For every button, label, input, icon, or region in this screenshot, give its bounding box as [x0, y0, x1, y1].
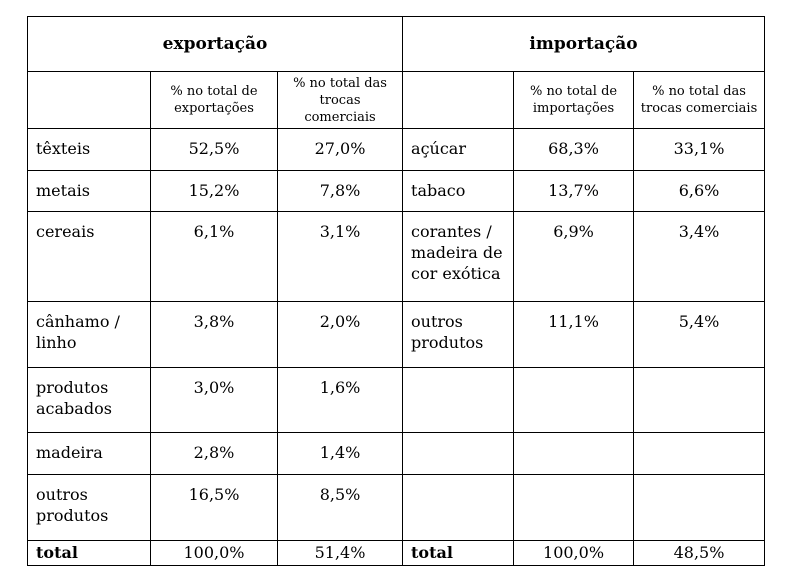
- import-pct-total: [513, 366, 635, 434]
- header-exportacao: exportação: [26, 16, 404, 72]
- import-pct-total: [513, 432, 635, 475]
- group-header-row: exportação importação: [26, 16, 766, 72]
- table-row: madeira 2,8% 1,4%: [27, 432, 766, 475]
- table-row: produtos acabados 3,0% 1,6%: [27, 366, 766, 434]
- export-total-pct-total: 100,0%: [150, 539, 278, 567]
- export-label: madeira: [27, 432, 151, 475]
- import-label: tabaco: [402, 169, 515, 212]
- export-label: outros produtos: [27, 473, 151, 541]
- export-label: produtos acabados: [27, 366, 151, 434]
- import-label: [402, 473, 515, 541]
- export-pct-trocas: 7,8%: [276, 169, 404, 212]
- import-label: [402, 432, 515, 475]
- import-label: [402, 366, 515, 434]
- export-total-pct-trocas: 51,4%: [276, 539, 404, 567]
- header-blank-export: [27, 71, 151, 129]
- import-total-label: total: [402, 539, 515, 567]
- export-pct-trocas: 2,0%: [276, 300, 404, 368]
- export-pct-trocas: 1,6%: [276, 366, 404, 434]
- import-pct-trocas: 33,1%: [633, 128, 766, 171]
- import-pct-trocas: [633, 473, 766, 541]
- trade-table-container: exportação importação % no total de expo…: [26, 16, 766, 567]
- import-pct-trocas: 3,4%: [633, 211, 766, 302]
- import-label: outros produtos: [402, 300, 515, 368]
- sub-header-row: % no total de exportações % no total das…: [27, 71, 766, 129]
- export-pct-total: 6,1%: [150, 211, 278, 302]
- import-total-pct-total: 100,0%: [513, 539, 635, 567]
- export-pct-total: 3,8%: [150, 300, 278, 368]
- export-pct-trocas: 3,1%: [276, 211, 404, 302]
- table-row: metais 15,2% 7,8% tabaco 13,7% 6,6%: [27, 169, 766, 212]
- import-label: corantes / madeira de cor exótica: [402, 211, 515, 302]
- export-total-label: total: [27, 539, 151, 567]
- header-imp-pct-trocas: % no total das trocas comerciais: [633, 71, 766, 129]
- header-exp-pct-total: % no total de exportações: [150, 71, 278, 129]
- import-pct-total: 11,1%: [513, 300, 635, 368]
- import-total-pct-trocas: 48,5%: [633, 539, 766, 567]
- export-label: cânhamo / linho: [27, 300, 151, 368]
- export-pct-total: 2,8%: [150, 432, 278, 475]
- trade-table: exportação importação % no total de expo…: [26, 16, 766, 567]
- import-pct-total: 6,9%: [513, 211, 635, 302]
- export-pct-total: 3,0%: [150, 366, 278, 434]
- header-importacao: importação: [402, 16, 766, 72]
- export-label: têxteis: [27, 128, 151, 171]
- export-pct-trocas: 8,5%: [276, 473, 404, 541]
- export-pct-trocas: 27,0%: [276, 128, 404, 171]
- header-imp-pct-total: % no total de importações: [513, 71, 635, 129]
- total-row: total 100,0% 51,4% total 100,0% 48,5%: [27, 539, 766, 567]
- header-blank-import: [402, 71, 515, 129]
- export-pct-trocas: 1,4%: [276, 432, 404, 475]
- import-pct-trocas: [633, 432, 766, 475]
- table-row: cânhamo / linho 3,8% 2,0% outros produto…: [27, 300, 766, 368]
- import-label: açúcar: [402, 128, 515, 171]
- table-row: outros produtos 16,5% 8,5%: [27, 473, 766, 541]
- import-pct-trocas: [633, 366, 766, 434]
- table-row: cereais 6,1% 3,1% corantes / madeira de …: [27, 211, 766, 302]
- export-label: metais: [27, 169, 151, 212]
- export-pct-total: 52,5%: [150, 128, 278, 171]
- table-row: têxteis 52,5% 27,0% açúcar 68,3% 33,1%: [27, 128, 766, 171]
- import-pct-total: [513, 473, 635, 541]
- import-pct-trocas: 6,6%: [633, 169, 766, 212]
- header-exp-pct-trocas: % no total das trocas comerciais: [276, 71, 404, 129]
- export-pct-total: 16,5%: [150, 473, 278, 541]
- import-pct-total: 68,3%: [513, 128, 635, 171]
- import-pct-total: 13,7%: [513, 169, 635, 212]
- export-pct-total: 15,2%: [150, 169, 278, 212]
- import-pct-trocas: 5,4%: [633, 300, 766, 368]
- export-label: cereais: [27, 211, 151, 302]
